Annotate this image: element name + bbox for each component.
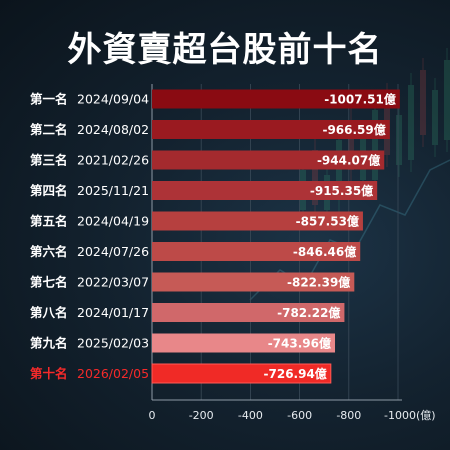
background-candle-body: [444, 60, 450, 140]
date-label: 2024/09/04: [77, 92, 149, 107]
bar: [152, 181, 378, 200]
background-candle-body: [348, 120, 354, 170]
background-candle-body: [336, 140, 342, 200]
bar: [152, 89, 400, 109]
rank-label: 第四名: [30, 183, 68, 198]
rank-label: 第九名: [30, 336, 68, 351]
bar-value-label: -966.59億: [322, 122, 385, 137]
rank-label: 第六名: [30, 244, 68, 259]
rank-label: 第五名: [30, 214, 68, 229]
bar-value-label: -726.94億: [264, 366, 327, 381]
bar-value-label: -915.35億: [310, 183, 373, 198]
background-candle-body: [396, 115, 402, 165]
rank-label: 第八名: [30, 305, 68, 320]
bar-value-label: -1007.51億: [324, 92, 396, 107]
date-label: 2026/02/05: [77, 366, 149, 381]
date-label: 2025/11/21: [77, 183, 149, 198]
bar: [152, 120, 390, 139]
bar: [152, 272, 355, 292]
bar-value-label: -822.39億: [287, 275, 350, 290]
x-tick-label: -200: [189, 409, 214, 422]
date-label: 2021/02/26: [77, 153, 149, 168]
background-candle-body: [408, 85, 414, 160]
chart-title: 外資賣超台股前十名: [67, 30, 383, 70]
bar: [152, 150, 385, 170]
x-tick-label: -1000(億): [384, 409, 436, 422]
date-label: 2024/07/26: [77, 244, 149, 259]
bar: [151, 363, 332, 384]
x-tick-label: -600: [287, 409, 312, 422]
bar-value-label: -782.22億: [277, 305, 340, 320]
date-label: 2025/02/03: [77, 336, 149, 351]
background-candle-body: [420, 70, 426, 135]
rank-label: 第一名: [30, 92, 68, 107]
background-candle-body: [432, 90, 438, 145]
date-label: 2024/04/19: [77, 214, 149, 229]
x-tick-label: 0: [149, 409, 156, 422]
bar: [152, 333, 336, 353]
bar-value-label: -944.07億: [317, 153, 380, 168]
rank-label: 第十名: [30, 366, 68, 381]
rank-label: 第二名: [30, 122, 68, 137]
date-label: 2022/03/07: [77, 275, 149, 290]
x-tick-label: -800: [336, 409, 361, 422]
date-label: 2024/01/17: [77, 305, 149, 320]
bar-value-label: -846.46億: [293, 244, 356, 259]
date-label: 2024/08/02: [77, 122, 149, 137]
x-tick-label: -400: [238, 409, 263, 422]
bar-value-label: -857.53億: [296, 214, 359, 229]
bar: [152, 211, 363, 231]
rank-label: 第七名: [30, 275, 68, 290]
background-candle-body: [372, 110, 378, 180]
background-candle-body: [312, 150, 318, 205]
bar-value-label: -743.96億: [268, 336, 331, 351]
rank-label: 第三名: [30, 153, 68, 168]
bar: [152, 242, 361, 261]
bar: [152, 303, 345, 322]
